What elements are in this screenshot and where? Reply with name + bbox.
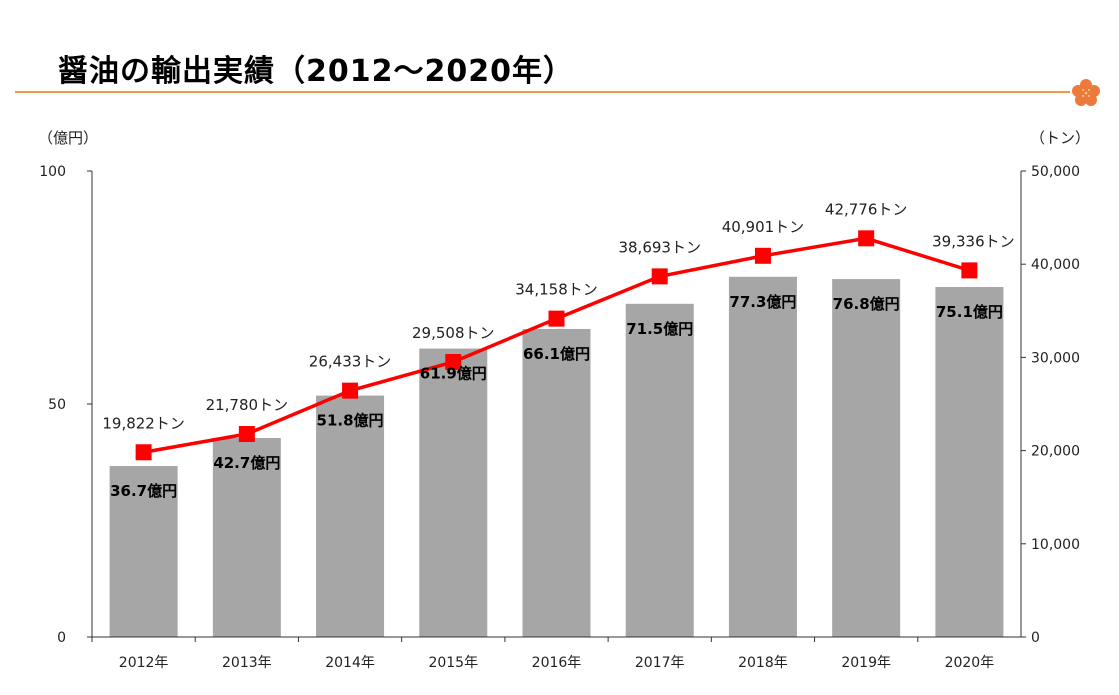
tonnage-label: 19,822トン: [102, 414, 185, 432]
left-tick-label: 50: [48, 397, 66, 413]
value-label: 71.5億円: [626, 320, 693, 338]
tonnage-marker: [961, 262, 978, 279]
bar: [522, 328, 591, 637]
right-tick-label: 10,000: [1031, 537, 1080, 553]
tonnage-marker: [238, 426, 255, 443]
value-label: 36.7億円: [110, 482, 177, 500]
x-tick-label: 2017年: [635, 655, 685, 671]
tonnage-marker: [342, 382, 359, 399]
bar: [316, 395, 385, 637]
tonnage-label: 42,776トン: [825, 200, 908, 218]
value-label: 77.3億円: [729, 293, 796, 311]
tonnage-label: 21,780トン: [206, 396, 289, 414]
left-axis-unit: （億円）: [38, 129, 98, 147]
value-label: 76.8億円: [833, 295, 900, 313]
x-tick-label: 2013年: [222, 655, 272, 671]
tonnage-label: 29,508トン: [412, 324, 495, 342]
tonnage-label: 39,336トン: [932, 232, 1015, 250]
title-underline: [15, 91, 1070, 93]
right-tick-label: 20,000: [1031, 444, 1080, 460]
page-title: 醤油の輸出実績（2012〜2020年）: [58, 54, 574, 89]
bar: [109, 465, 178, 637]
value-label: 51.8億円: [317, 412, 384, 430]
tonnage-label: 34,158トン: [515, 281, 598, 299]
bar: [419, 348, 488, 637]
value-label: 66.1億円: [523, 345, 590, 363]
tonnage-label: 26,433トン: [309, 353, 392, 371]
tonnage-marker: [548, 310, 565, 327]
x-tick-label: 2014年: [325, 655, 375, 671]
flower-icon: [1072, 79, 1100, 106]
value-label: 61.9億円: [420, 365, 487, 383]
bar: [625, 303, 694, 637]
x-tick-label: 2015年: [428, 655, 478, 671]
right-tick-label: 40,000: [1031, 257, 1080, 273]
tonnage-marker: [858, 230, 875, 247]
x-tick-label: 2019年: [841, 655, 891, 671]
right-axis-unit: （トン）: [1030, 129, 1090, 147]
x-tick-label: 2018年: [738, 655, 788, 671]
tonnage-marker: [754, 247, 771, 264]
tonnage-label: 40,901トン: [722, 218, 805, 236]
bar: [832, 279, 901, 637]
tonnage-marker: [651, 268, 668, 285]
right-tick-label: 0: [1031, 630, 1040, 646]
bar: [212, 438, 281, 637]
bar: [935, 287, 1004, 637]
left-tick-label: 100: [39, 164, 66, 180]
value-label: 42.7億円: [213, 454, 280, 472]
x-tick-label: 2020年: [945, 655, 995, 671]
x-tick-label: 2016年: [532, 655, 582, 671]
left-tick-label: 0: [57, 630, 66, 646]
tonnage-marker: [135, 444, 152, 461]
tonnage-label: 38,693トン: [618, 238, 701, 256]
x-tick-label: 2012年: [119, 655, 169, 671]
bar: [728, 276, 797, 637]
right-tick-label: 30,000: [1031, 350, 1080, 366]
tonnage-marker: [445, 353, 462, 370]
right-tick-label: 50,000: [1031, 164, 1080, 180]
value-label: 75.1億円: [936, 303, 1003, 321]
